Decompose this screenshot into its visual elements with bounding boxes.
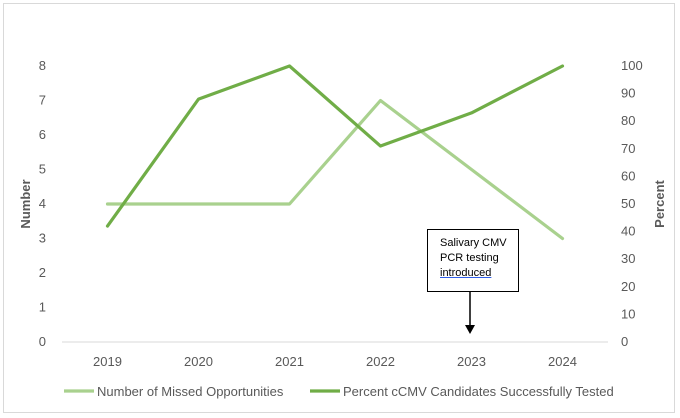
y2-tick-label: 60	[621, 168, 635, 183]
x-tick-label: 2024	[548, 354, 577, 369]
annotation-line-2: PCR testing	[440, 252, 499, 264]
y2-tick-label: 0	[621, 334, 628, 349]
legend-label-1: Number of Missed Opportunities	[97, 384, 284, 399]
y2-tick-label: 30	[621, 251, 635, 266]
y2-tick-label: 70	[621, 141, 635, 156]
y-tick-label: 0	[39, 334, 46, 349]
y2-tick-label: 20	[621, 279, 635, 294]
y-tick-label: 2	[39, 265, 46, 280]
annotation-box: Salivary CMV PCR testing introduced	[427, 229, 519, 292]
y-tick-label: 4	[39, 196, 46, 211]
y-axis-title: Number	[18, 179, 33, 228]
y-tick-label: 5	[39, 162, 46, 177]
x-tick-label: 2021	[275, 354, 304, 369]
y2-axis-title: Percent	[652, 179, 667, 227]
chart-frame	[3, 3, 675, 413]
x-tick-label: 2023	[457, 354, 486, 369]
y2-tick-label: 10	[621, 306, 635, 321]
x-tick-label: 2020	[184, 354, 213, 369]
annotation-line-3: introduced	[440, 267, 492, 279]
annotation-line-1: Salivary CMV	[440, 237, 507, 249]
y2-tick-label: 80	[621, 113, 635, 128]
x-tick-label: 2022	[366, 354, 395, 369]
y-tick-label: 7	[39, 93, 46, 108]
y-tick-label: 1	[39, 300, 46, 315]
series-line-2	[105, 64, 565, 228]
legend-label-2: Percent cCMV Candidates Successfully Tes…	[343, 384, 614, 399]
annotation-arrow-head	[465, 325, 475, 334]
y-tick-label: 6	[39, 127, 46, 142]
y-tick-label: 8	[39, 58, 46, 73]
y2-tick-label: 50	[621, 196, 635, 211]
y-tick-label: 3	[39, 231, 46, 246]
y2-tick-label: 100	[621, 58, 643, 73]
y2-tick-label: 90	[621, 86, 635, 101]
y2-tick-label: 40	[621, 224, 635, 239]
series-line-1	[105, 98, 565, 241]
x-tick-label: 2019	[93, 354, 122, 369]
